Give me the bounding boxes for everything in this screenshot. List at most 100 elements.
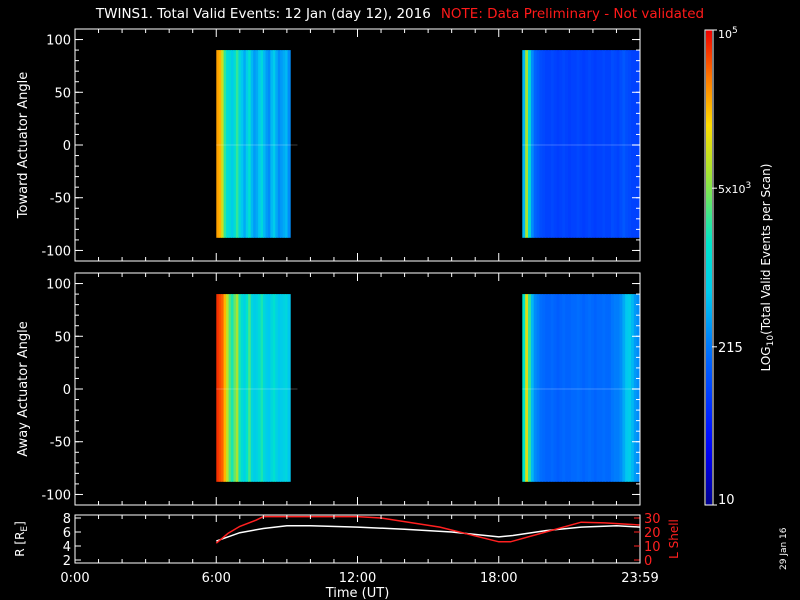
- heatmap-cell: [548, 294, 552, 482]
- heatmap-cell: [605, 294, 609, 482]
- heatmap-cell: [533, 50, 538, 238]
- heatmap-cell: [636, 294, 641, 482]
- y-tick-label: 0: [63, 139, 71, 154]
- heatmap-cell: [231, 294, 235, 482]
- heatmap-cell: [277, 294, 281, 482]
- heatmap-cell: [585, 50, 589, 238]
- heatmap-cell: [622, 50, 626, 238]
- heatmap-cell: [608, 294, 612, 482]
- heatmap-cell: [522, 294, 526, 482]
- heatmap-cell: [226, 294, 230, 482]
- heatmap-cell: [602, 294, 606, 482]
- heatmap-cell: [235, 50, 239, 238]
- heatmap-cell: [530, 50, 535, 238]
- heatmap-cell: [258, 294, 262, 482]
- heatmap-cell: [553, 294, 558, 482]
- colorbar-label: LOG10(Total Valid Events per Scan): [759, 164, 776, 372]
- colorbar-tick-base: 215: [718, 341, 743, 356]
- heatmap-cell: [260, 50, 264, 238]
- heatmap-cell: [582, 50, 586, 238]
- orbit-left-tick-label: 6: [63, 526, 71, 541]
- y-tick-label: 0: [63, 383, 71, 398]
- heatmap-cell: [235, 294, 239, 482]
- heatmap-cell: [559, 294, 563, 482]
- colorbar-frame: [704, 29, 714, 506]
- toward-y-label: Toward Actuator Angle: [16, 72, 31, 219]
- orbit-right-label: L Shell: [667, 519, 681, 559]
- heatmap-cell: [622, 294, 626, 482]
- x-tick-label: 12:00: [339, 571, 376, 586]
- colorbar-tick-label: 105: [718, 26, 738, 41]
- heatmap-cell: [248, 294, 252, 482]
- heatmap-cell: [272, 294, 276, 482]
- heatmap-cell: [573, 50, 578, 238]
- heatmap-cell: [223, 50, 227, 238]
- colorbar-tick-label: 215: [718, 341, 743, 356]
- y-tick-label: 50: [54, 86, 71, 101]
- heatmap-cell: [265, 294, 269, 482]
- x-tick-label: 0:00: [60, 571, 89, 586]
- x-tick-label: 18:00: [480, 571, 517, 586]
- toward-panel: 100 50 0 -50 -100 Toward Actuator Angle: [16, 28, 641, 262]
- heatmap-cell: [545, 294, 549, 482]
- y-tick-label: -100: [41, 488, 71, 503]
- heatmap-cell: [263, 50, 267, 238]
- heatmap-cell: [275, 50, 279, 238]
- heatmap-cell: [542, 50, 546, 238]
- heatmap-cell: [228, 50, 232, 238]
- lshell-series-line: [215, 515, 640, 544]
- x-tick-label: 6:00: [202, 571, 231, 586]
- y-tick-label: -50: [50, 192, 71, 207]
- heatmap-cell: [221, 50, 225, 238]
- heatmap-cell: [250, 294, 254, 482]
- heatmap-cell: [533, 294, 538, 482]
- heatmap-cell: [562, 50, 566, 238]
- heatmap-cell: [588, 50, 592, 238]
- heatmap-cell: [258, 50, 262, 238]
- heatmap-cell: [568, 294, 572, 482]
- heatmap-cell: [562, 294, 566, 482]
- heatmap-cell: [636, 50, 641, 238]
- heatmap-cell: [243, 50, 247, 238]
- heatmap-cell: [539, 50, 543, 238]
- heatmap-cell: [282, 294, 286, 482]
- orbit-right-tick-label: 30: [644, 512, 661, 527]
- away-panel: 100 50 0 -50 -100 Away Actuator Angle: [16, 272, 641, 506]
- heatmap-cell: [633, 294, 638, 482]
- heatmap-cell: [287, 294, 291, 482]
- heatmap-cell: [582, 294, 586, 482]
- heatmap-cell: [226, 50, 230, 238]
- x-tick-label: 23:59: [621, 571, 658, 586]
- heatmap-cell: [593, 294, 598, 482]
- heatmap-cell: [542, 294, 546, 482]
- heatmap-cell: [245, 294, 249, 482]
- heatmap-cell: [522, 50, 526, 238]
- heatmap-cell: [238, 50, 242, 238]
- heatmap-cell: [255, 294, 259, 482]
- heatmap-cell: [568, 50, 572, 238]
- orbit-frame: [74, 514, 641, 564]
- heatmap-cell: [599, 294, 603, 482]
- heatmap-cell: [272, 50, 276, 238]
- heatmap-cell: [267, 50, 271, 238]
- heatmap-cell: [280, 50, 284, 238]
- heatmap-cell: [263, 294, 267, 482]
- preliminary-note: NOTE: Data Preliminary - Not validated: [440, 6, 705, 22]
- heatmap-cell: [573, 294, 578, 482]
- heatmap-cell: [253, 50, 257, 238]
- heatmap-cell: [218, 50, 222, 238]
- heatmap-cell: [548, 50, 552, 238]
- colorbar-tick-base: 10: [718, 28, 732, 41]
- colorbar-label-sub: 10: [766, 335, 776, 347]
- heatmap-cell: [255, 50, 259, 238]
- colorbar-tick-label: 5x103: [718, 181, 751, 196]
- heatmap-cell: [525, 50, 529, 238]
- orbit-right-tick-label: 10: [644, 540, 661, 555]
- heatmap-cell: [602, 50, 606, 238]
- heatmap-cell: [579, 294, 583, 482]
- heatmap-cell: [550, 50, 555, 238]
- heatmap-cell: [218, 294, 222, 482]
- heatmap-cell: [243, 294, 247, 482]
- colorbar-tick-sup: 5: [732, 26, 738, 36]
